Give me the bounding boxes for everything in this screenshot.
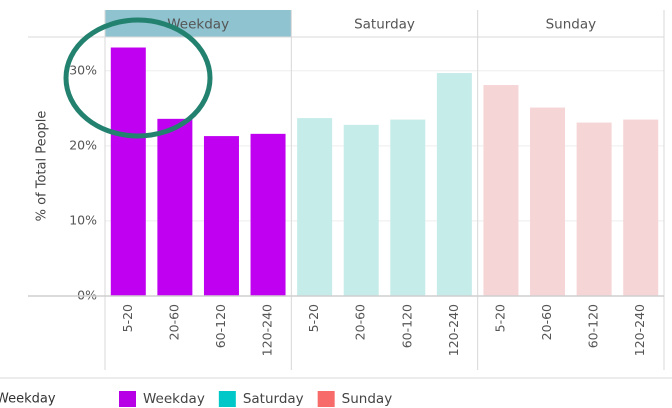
x-tick-label: 60-120 xyxy=(586,304,601,348)
x-tick-label: 60-120 xyxy=(399,304,414,348)
x-tick-label: 20-60 xyxy=(353,304,368,340)
legend-swatch xyxy=(317,391,335,407)
legend-label: Sunday xyxy=(342,391,393,407)
x-tick-label: 5-20 xyxy=(492,304,507,332)
x-tick-label: 20-60 xyxy=(166,304,181,340)
y-tick-label: 30% xyxy=(69,62,97,77)
legend-label: Weekday xyxy=(143,391,205,407)
bar xyxy=(250,133,286,296)
panel-header-label: Sunday xyxy=(546,17,597,33)
panel-header-label: Saturday xyxy=(354,17,415,33)
bar xyxy=(297,118,333,296)
y-tick-label: 0% xyxy=(77,288,97,303)
legend-swatch xyxy=(218,391,236,407)
bar xyxy=(530,107,566,296)
bar xyxy=(203,136,239,296)
x-tick-label: 120-240 xyxy=(446,304,461,356)
bar xyxy=(576,122,612,296)
x-tick-label: 5-20 xyxy=(306,304,321,332)
bar xyxy=(623,119,659,296)
bar xyxy=(483,85,519,296)
annotation-circle xyxy=(63,17,213,139)
panel-header-label: Weekday xyxy=(167,17,229,33)
x-tick-label: 20-60 xyxy=(539,304,554,340)
legend-title: Weekday xyxy=(0,392,56,407)
bar xyxy=(390,119,426,296)
x-tick-label: 120-240 xyxy=(260,304,275,356)
y-tick-label: 20% xyxy=(69,137,97,152)
x-tick-label: 60-120 xyxy=(213,304,228,348)
panel-header xyxy=(477,10,664,37)
y-tick-label: 10% xyxy=(69,212,97,227)
x-tick-label: 120-240 xyxy=(632,304,647,356)
bar xyxy=(110,47,146,296)
x-tick-label: 5-20 xyxy=(120,304,135,332)
y-axis-label: % of Total People xyxy=(35,111,50,222)
bar xyxy=(157,118,193,297)
panel-header xyxy=(291,10,478,37)
bar xyxy=(343,124,379,297)
panel-header xyxy=(105,10,292,37)
bar xyxy=(436,73,472,296)
legend-swatch xyxy=(119,391,136,407)
legend-label: Saturday xyxy=(243,391,304,407)
